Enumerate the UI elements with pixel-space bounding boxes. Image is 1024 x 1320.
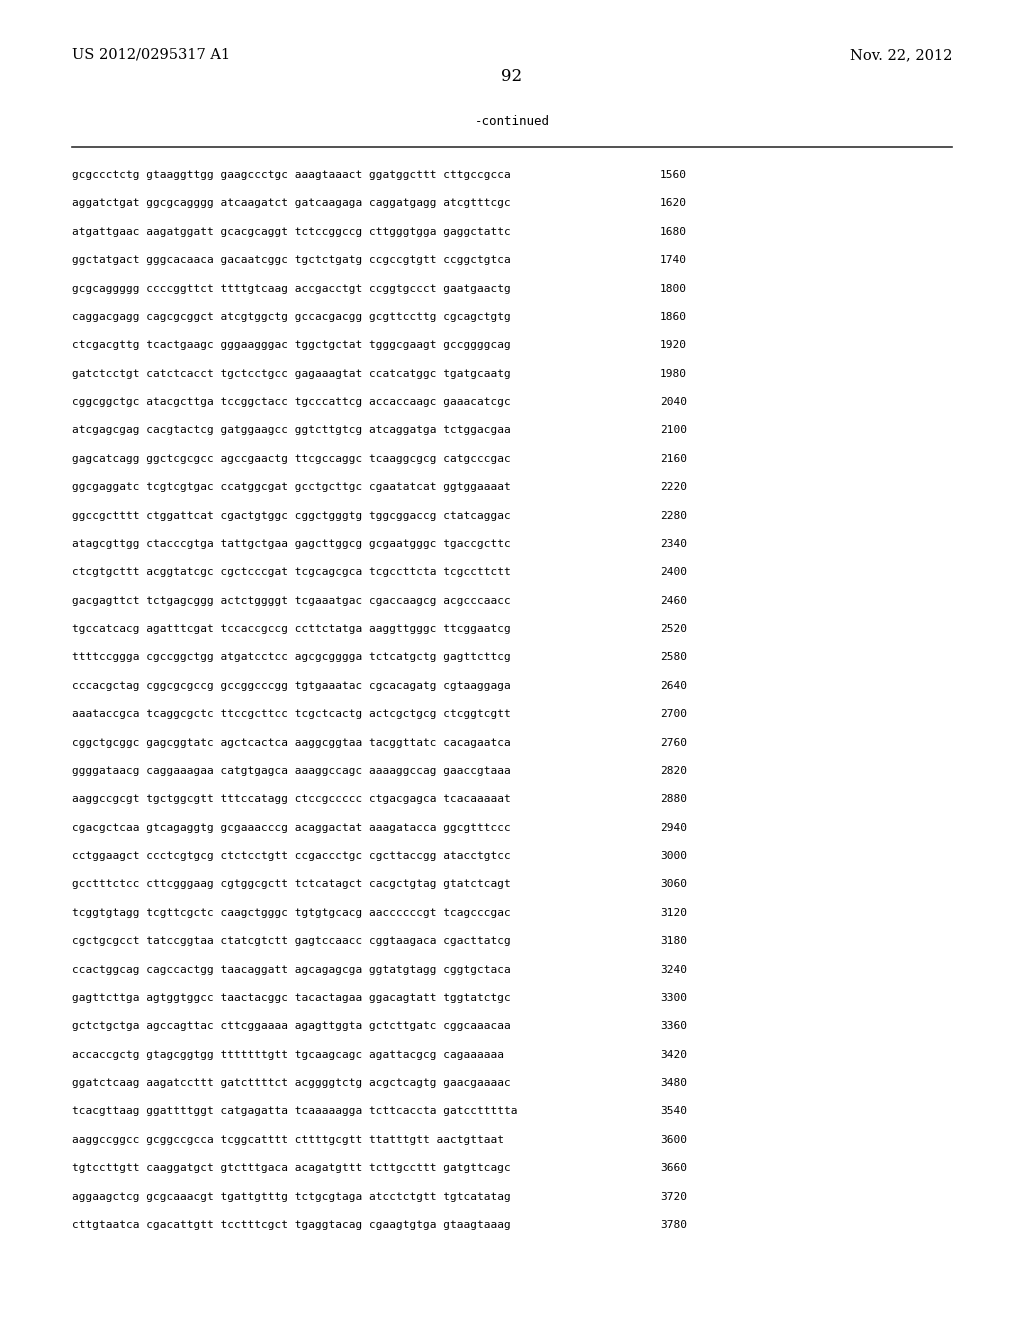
Text: 3120: 3120 <box>660 908 687 917</box>
Text: 3240: 3240 <box>660 965 687 974</box>
Text: 3780: 3780 <box>660 1220 687 1230</box>
Text: accaccgctg gtagcggtgg tttttttgtt tgcaagcagc agattacgcg cagaaaaaa: accaccgctg gtagcggtgg tttttttgtt tgcaagc… <box>72 1049 504 1060</box>
Text: ggcgaggatc tcgtcgtgac ccatggcgat gcctgcttgc cgaatatcat ggtggaaaat: ggcgaggatc tcgtcgtgac ccatggcgat gcctgct… <box>72 482 511 492</box>
Text: aggatctgat ggcgcagggg atcaagatct gatcaagaga caggatgagg atcgtttcgc: aggatctgat ggcgcagggg atcaagatct gatcaag… <box>72 198 511 209</box>
Text: ggctatgact gggcacaaca gacaatcggc tgctctgatg ccgccgtgtt ccggctgtca: ggctatgact gggcacaaca gacaatcggc tgctctg… <box>72 255 511 265</box>
Text: 2820: 2820 <box>660 766 687 776</box>
Text: 3300: 3300 <box>660 993 687 1003</box>
Text: 1800: 1800 <box>660 284 687 293</box>
Text: 3060: 3060 <box>660 879 687 890</box>
Text: tcacgttaag ggattttggt catgagatta tcaaaaagga tcttcaccta gatccttttta: tcacgttaag ggattttggt catgagatta tcaaaaa… <box>72 1106 517 1117</box>
Text: 2880: 2880 <box>660 795 687 804</box>
Text: ggccgctttt ctggattcat cgactgtggc cggctgggtg tggcggaccg ctatcaggac: ggccgctttt ctggattcat cgactgtggc cggctgg… <box>72 511 511 520</box>
Text: 2280: 2280 <box>660 511 687 520</box>
Text: caggacgagg cagcgcggct atcgtggctg gccacgacgg gcgttccttg cgcagctgtg: caggacgagg cagcgcggct atcgtggctg gccacga… <box>72 312 511 322</box>
Text: cggcggctgc atacgcttga tccggctacc tgcccattcg accaccaagc gaaacatcgc: cggcggctgc atacgcttga tccggctacc tgcccat… <box>72 397 511 407</box>
Text: 2940: 2940 <box>660 822 687 833</box>
Text: 1740: 1740 <box>660 255 687 265</box>
Text: cgacgctcaa gtcagaggtg gcgaaacccg acaggactat aaagatacca ggcgtttccc: cgacgctcaa gtcagaggtg gcgaaacccg acaggac… <box>72 822 511 833</box>
Text: 1620: 1620 <box>660 198 687 209</box>
Text: 3360: 3360 <box>660 1022 687 1031</box>
Text: 1860: 1860 <box>660 312 687 322</box>
Text: atgattgaac aagatggatt gcacgcaggt tctccggccg cttgggtgga gaggctattc: atgattgaac aagatggatt gcacgcaggt tctccgg… <box>72 227 511 236</box>
Text: 3000: 3000 <box>660 851 687 861</box>
Text: 2160: 2160 <box>660 454 687 463</box>
Text: 2760: 2760 <box>660 738 687 747</box>
Text: 2400: 2400 <box>660 568 687 577</box>
Text: ctcgtgcttt acggtatcgc cgctcccgat tcgcagcgca tcgccttcta tcgccttctt: ctcgtgcttt acggtatcgc cgctcccgat tcgcagc… <box>72 568 511 577</box>
Text: gcgccctctg gtaaggttgg gaagccctgc aaagtaaact ggatggcttt cttgccgcca: gcgccctctg gtaaggttgg gaagccctgc aaagtaa… <box>72 170 511 180</box>
Text: gagttcttga agtggtggcc taactacggc tacactagaa ggacagtatt tggtatctgc: gagttcttga agtggtggcc taactacggc tacacta… <box>72 993 511 1003</box>
Text: cttgtaatca cgacattgtt tcctttcgct tgaggtacag cgaagtgtga gtaagtaaag: cttgtaatca cgacattgtt tcctttcgct tgaggta… <box>72 1220 511 1230</box>
Text: gcgcaggggg ccccggttct ttttgtcaag accgacctgt ccggtgccct gaatgaactg: gcgcaggggg ccccggttct ttttgtcaag accgacc… <box>72 284 511 293</box>
Text: aaggccggcc gcggccgcca tcggcatttt cttttgcgtt ttatttgtt aactgttaat: aaggccggcc gcggccgcca tcggcatttt cttttgc… <box>72 1135 504 1144</box>
Text: 3660: 3660 <box>660 1163 687 1173</box>
Text: tgccatcacg agatttcgat tccaccgccg ccttctatga aaggttgggc ttcggaatcg: tgccatcacg agatttcgat tccaccgccg ccttcta… <box>72 624 511 634</box>
Text: cggctgcggc gagcggtatc agctcactca aaggcggtaa tacggttatc cacagaatca: cggctgcggc gagcggtatc agctcactca aaggcgg… <box>72 738 511 747</box>
Text: Nov. 22, 2012: Nov. 22, 2012 <box>850 48 952 62</box>
Text: 3480: 3480 <box>660 1078 687 1088</box>
Text: 1560: 1560 <box>660 170 687 180</box>
Text: 92: 92 <box>502 69 522 84</box>
Text: 1980: 1980 <box>660 368 687 379</box>
Text: gcctttctcc cttcgggaag cgtggcgctt tctcatagct cacgctgtag gtatctcagt: gcctttctcc cttcgggaag cgtggcgctt tctcata… <box>72 879 511 890</box>
Text: 1920: 1920 <box>660 341 687 350</box>
Text: 1680: 1680 <box>660 227 687 236</box>
Text: gagcatcagg ggctcgcgcc agccgaactg ttcgccaggc tcaaggcgcg catgcccgac: gagcatcagg ggctcgcgcc agccgaactg ttcgcca… <box>72 454 511 463</box>
Text: 3720: 3720 <box>660 1192 687 1201</box>
Text: aaggccgcgt tgctggcgtt tttccatagg ctccgccccc ctgacgagca tcacaaaaat: aaggccgcgt tgctggcgtt tttccatagg ctccgcc… <box>72 795 511 804</box>
Text: 2220: 2220 <box>660 482 687 492</box>
Text: US 2012/0295317 A1: US 2012/0295317 A1 <box>72 48 230 62</box>
Text: cccacgctag cggcgcgccg gccggcccgg tgtgaaatac cgcacagatg cgtaaggaga: cccacgctag cggcgcgccg gccggcccgg tgtgaaa… <box>72 681 511 690</box>
Text: 3420: 3420 <box>660 1049 687 1060</box>
Text: gacgagttct tctgagcggg actctggggt tcgaaatgac cgaccaagcg acgcccaacc: gacgagttct tctgagcggg actctggggt tcgaaat… <box>72 595 511 606</box>
Text: 2040: 2040 <box>660 397 687 407</box>
Text: atagcgttgg ctacccgtga tattgctgaa gagcttggcg gcgaatgggc tgaccgcttc: atagcgttgg ctacccgtga tattgctgaa gagcttg… <box>72 539 511 549</box>
Text: tgtccttgtt caaggatgct gtctttgaca acagatgttt tcttgccttt gatgttcagc: tgtccttgtt caaggatgct gtctttgaca acagatg… <box>72 1163 511 1173</box>
Text: 2100: 2100 <box>660 425 687 436</box>
Text: -continued: -continued <box>474 115 550 128</box>
Text: aggaagctcg gcgcaaacgt tgattgtttg tctgcgtaga atcctctgtt tgtcatatag: aggaagctcg gcgcaaacgt tgattgtttg tctgcgt… <box>72 1192 511 1201</box>
Text: gatctcctgt catctcacct tgctcctgcc gagaaagtat ccatcatggc tgatgcaatg: gatctcctgt catctcacct tgctcctgcc gagaaag… <box>72 368 511 379</box>
Text: aaataccgca tcaggcgctc ttccgcttcc tcgctcactg actcgctgcg ctcggtcgtt: aaataccgca tcaggcgctc ttccgcttcc tcgctca… <box>72 709 511 719</box>
Text: 2640: 2640 <box>660 681 687 690</box>
Text: ggggataacg caggaaagaa catgtgagca aaaggccagc aaaaggccag gaaccgtaaa: ggggataacg caggaaagaa catgtgagca aaaggcc… <box>72 766 511 776</box>
Text: atcgagcgag cacgtactcg gatggaagcc ggtcttgtcg atcaggatga tctggacgaa: atcgagcgag cacgtactcg gatggaagcc ggtcttg… <box>72 425 511 436</box>
Text: 3540: 3540 <box>660 1106 687 1117</box>
Text: 2340: 2340 <box>660 539 687 549</box>
Text: 2580: 2580 <box>660 652 687 663</box>
Text: ctcgacgttg tcactgaagc gggaagggac tggctgctat tgggcgaagt gccggggcag: ctcgacgttg tcactgaagc gggaagggac tggctgc… <box>72 341 511 350</box>
Text: cgctgcgcct tatccggtaa ctatcgtctt gagtccaacc cggtaagaca cgacttatcg: cgctgcgcct tatccggtaa ctatcgtctt gagtcca… <box>72 936 511 946</box>
Text: ttttccggga cgccggctgg atgatcctcc agcgcgggga tctcatgctg gagttcttcg: ttttccggga cgccggctgg atgatcctcc agcgcgg… <box>72 652 511 663</box>
Text: 2520: 2520 <box>660 624 687 634</box>
Text: tcggtgtagg tcgttcgctc caagctgggc tgtgtgcacg aaccccccgt tcagcccgac: tcggtgtagg tcgttcgctc caagctgggc tgtgtgc… <box>72 908 511 917</box>
Text: 2700: 2700 <box>660 709 687 719</box>
Text: 3600: 3600 <box>660 1135 687 1144</box>
Text: cctggaagct ccctcgtgcg ctctcctgtt ccgaccctgc cgcttaccgg atacctgtcc: cctggaagct ccctcgtgcg ctctcctgtt ccgaccc… <box>72 851 511 861</box>
Text: ccactggcag cagccactgg taacaggatt agcagagcga ggtatgtagg cggtgctaca: ccactggcag cagccactgg taacaggatt agcagag… <box>72 965 511 974</box>
Text: 3180: 3180 <box>660 936 687 946</box>
Text: ggatctcaag aagatccttt gatcttttct acggggtctg acgctcagtg gaacgaaaac: ggatctcaag aagatccttt gatcttttct acggggt… <box>72 1078 511 1088</box>
Text: gctctgctga agccagttac cttcggaaaa agagttggta gctcttgatc cggcaaacaa: gctctgctga agccagttac cttcggaaaa agagttg… <box>72 1022 511 1031</box>
Text: 2460: 2460 <box>660 595 687 606</box>
